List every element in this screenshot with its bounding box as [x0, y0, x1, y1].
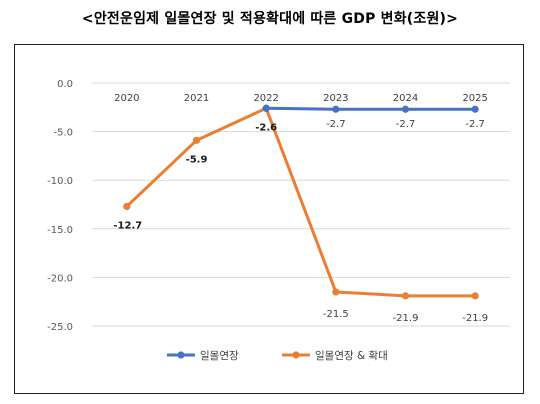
data-label: -2.7 — [326, 119, 346, 130]
series-line-2 — [125, 106, 476, 298]
x-tick-label: 2021 — [184, 93, 209, 104]
data-point — [471, 292, 479, 300]
data-label: -2.7 — [396, 119, 416, 130]
data-label: -5.9 — [186, 154, 208, 165]
data-point — [332, 105, 340, 113]
data-label: -21.9 — [393, 313, 419, 324]
x-axis-tick-labels: 2020 2021 2022 2023 2024 2025 — [114, 93, 488, 104]
data-label: -2.6 — [255, 122, 277, 133]
x-tick-label: 2023 — [323, 93, 348, 104]
gridlines — [92, 82, 510, 327]
data-point — [123, 202, 131, 211]
y-tick-label: 0.0 — [57, 79, 73, 90]
legend: 일몰연장 일몰연장 & 확대 — [167, 349, 388, 362]
y-tick-label: -25.0 — [47, 322, 73, 333]
x-tick-label: 2022 — [253, 93, 278, 104]
series-lines — [125, 106, 476, 298]
data-point — [401, 292, 410, 300]
data-label: -12.7 — [113, 220, 142, 231]
data-points — [123, 104, 479, 300]
data-label: -21.9 — [462, 313, 488, 324]
y-tick-label: -10.0 — [47, 176, 73, 187]
data-point — [262, 104, 270, 112]
legend-swatch-marker — [177, 351, 185, 359]
line-chart: 0.0 -5.0 -10.0 -15.0 -20.0 -25.0 2020 2021 2022… — [47, 79, 510, 362]
data-point — [471, 105, 479, 113]
y-tick-label: -15.0 — [47, 225, 73, 236]
data-point — [192, 136, 201, 144]
series-line-1 — [266, 106, 476, 111]
x-tick-label: 2024 — [393, 93, 418, 104]
legend-label: 일몰연장 & 확대 — [315, 349, 388, 362]
data-label: -2.7 — [465, 119, 485, 130]
data-labels: -2.7 -2.7 -2.7 -12.7 -5.9 -2.6 -21.5 -21.9 -21.9 — [113, 119, 488, 324]
chart-title: <안전운임제 일몰연장 및 적용확대에 따른 GDP 변화(조원)> — [81, 11, 459, 27]
data-label: -21.5 — [323, 309, 349, 320]
chart-frame: 0.0 -5.0 -10.0 -15.0 -20.0 -25.0 2020 2021 2022… — [14, 44, 524, 394]
y-axis-tick-labels: 0.0 -5.0 -10.0 -15.0 -20.0 -25.0 — [47, 79, 73, 333]
y-tick-label: -5.0 — [53, 128, 73, 139]
x-tick-label: 2020 — [114, 93, 139, 104]
data-point — [332, 288, 340, 296]
x-tick-label: 2025 — [462, 93, 487, 104]
legend-label: 일몰연장 — [200, 349, 239, 362]
legend-swatch-marker — [292, 351, 300, 359]
data-point — [401, 105, 410, 113]
y-tick-label: -20.0 — [47, 273, 73, 284]
